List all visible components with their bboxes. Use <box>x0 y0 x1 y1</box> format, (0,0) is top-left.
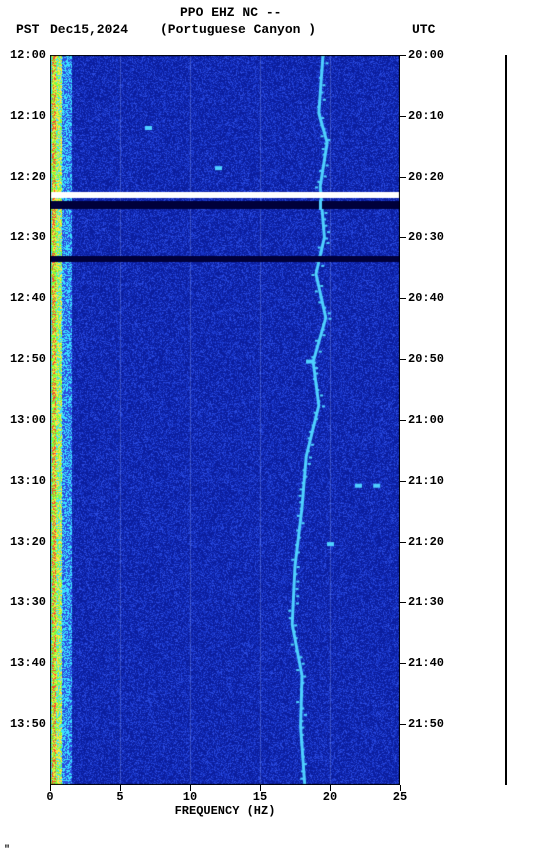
bottom-tickmark <box>400 785 401 791</box>
utc-tick: 21:40 <box>408 656 444 670</box>
hz-tick: 10 <box>183 790 197 804</box>
pst-tick: 12:40 <box>10 291 46 305</box>
utc-tick: 21:30 <box>408 595 444 609</box>
utc-tick: 20:30 <box>408 230 444 244</box>
utc-tick: 21:50 <box>408 717 444 731</box>
hz-tick: 25 <box>393 790 407 804</box>
utc-tick: 20:50 <box>408 352 444 366</box>
pst-tick: 13:50 <box>10 717 46 731</box>
utc-tick: 20:00 <box>408 48 444 62</box>
utc-tick: 20:20 <box>408 170 444 184</box>
right-index-bar <box>505 55 507 785</box>
pst-tick: 13:20 <box>10 535 46 549</box>
right-tickmark <box>400 116 406 117</box>
utc-tick: 20:40 <box>408 291 444 305</box>
spectrogram-canvas <box>50 55 400 785</box>
pst-tick: 13:10 <box>10 474 46 488</box>
pst-tick: 13:30 <box>10 595 46 609</box>
utc-tick: 20:10 <box>408 109 444 123</box>
utc-tick: 21:00 <box>408 413 444 427</box>
utc-tick: 21:10 <box>408 474 444 488</box>
right-tickmark <box>400 298 406 299</box>
pst-tick: 12:20 <box>10 170 46 184</box>
x-axis-label: FREQUENCY (HZ) <box>175 804 276 818</box>
right-tickmark <box>400 359 406 360</box>
footnote-mark: " <box>4 845 10 856</box>
pst-tick: 12:10 <box>10 109 46 123</box>
right-tickmark <box>400 481 406 482</box>
bottom-tickmark <box>50 785 51 791</box>
right-tickmark <box>400 177 406 178</box>
right-tickmark <box>400 602 406 603</box>
bottom-tickmark <box>120 785 121 791</box>
right-tz: UTC <box>412 22 435 37</box>
hz-tick: 20 <box>323 790 337 804</box>
bottom-tickmark <box>260 785 261 791</box>
date: Dec15,2024 <box>50 22 128 37</box>
pst-tick: 12:50 <box>10 352 46 366</box>
utc-tick: 21:20 <box>408 535 444 549</box>
pst-tick: 13:00 <box>10 413 46 427</box>
station-name: (Portuguese Canyon ) <box>160 22 316 37</box>
bottom-tickmark <box>330 785 331 791</box>
hz-tick: 0 <box>46 790 53 804</box>
right-tickmark <box>400 542 406 543</box>
right-tickmark <box>400 663 406 664</box>
spectrogram-area <box>50 55 400 785</box>
station-line1: PPO EHZ NC -- <box>180 5 281 20</box>
left-tz: PST <box>16 22 39 37</box>
hz-tick: 15 <box>253 790 267 804</box>
right-tickmark <box>400 724 406 725</box>
pst-tick: 13:40 <box>10 656 46 670</box>
pst-tick: 12:00 <box>10 48 46 62</box>
bottom-tickmark <box>190 785 191 791</box>
right-tickmark <box>400 420 406 421</box>
right-tickmark <box>400 237 406 238</box>
right-tickmark <box>400 55 406 56</box>
pst-tick: 12:30 <box>10 230 46 244</box>
hz-tick: 5 <box>116 790 123 804</box>
